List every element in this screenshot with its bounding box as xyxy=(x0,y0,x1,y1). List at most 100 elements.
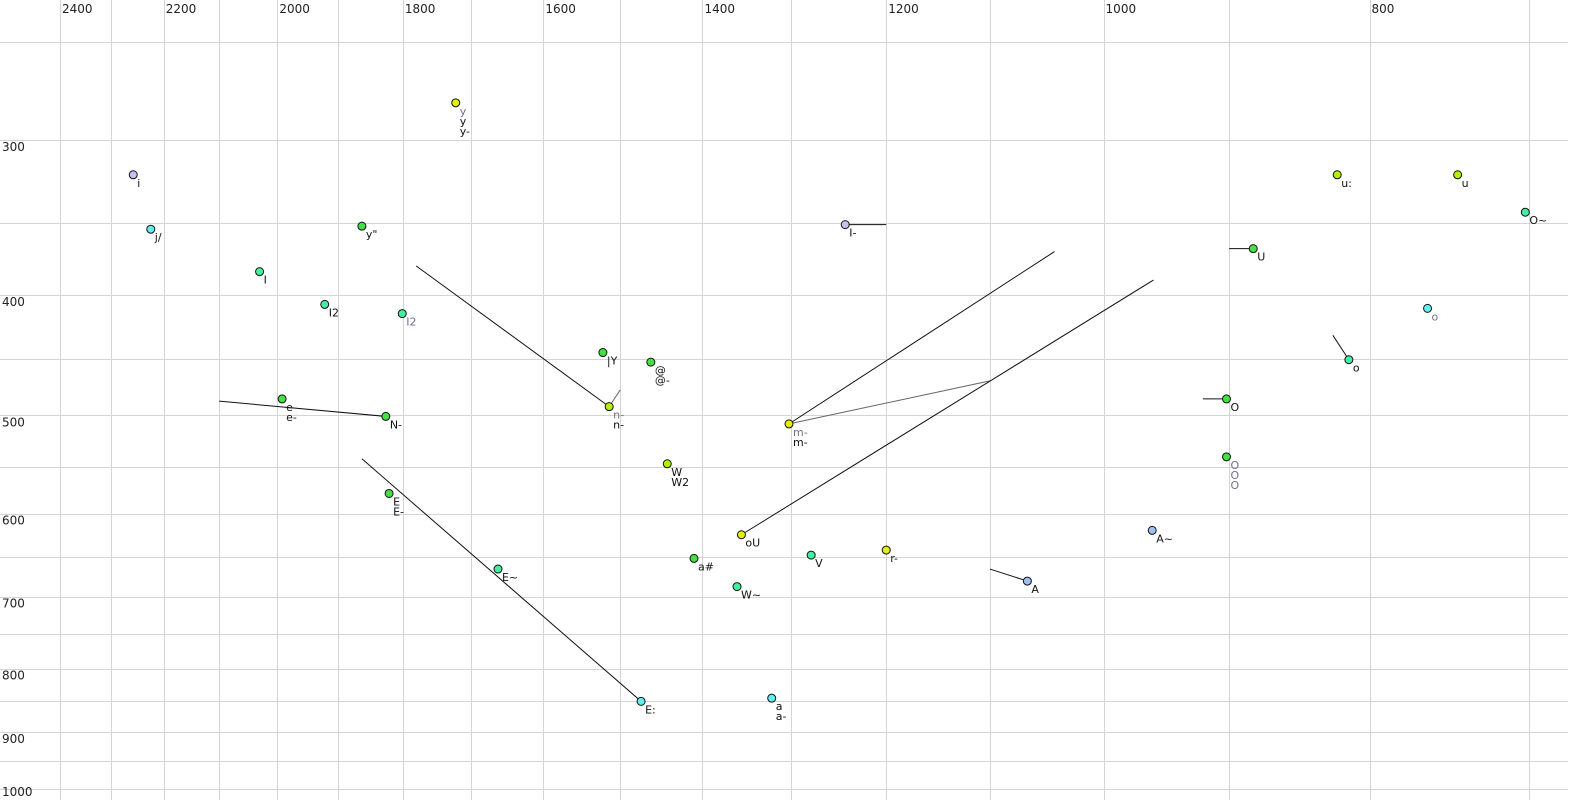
data-point xyxy=(1222,394,1232,404)
data-point xyxy=(1022,576,1032,586)
trajectory-line xyxy=(1332,335,1350,361)
data-point xyxy=(604,402,614,412)
x-tick-label: 1200 xyxy=(888,2,919,16)
y-tick-label: 300 xyxy=(2,140,25,154)
trajectories xyxy=(219,224,1350,702)
x-tick-label: 2400 xyxy=(62,2,93,16)
point-label: y xyxy=(460,105,467,118)
x-tick-label: 1400 xyxy=(704,2,735,16)
point-label: |Y xyxy=(607,355,618,368)
y-tick-label: 500 xyxy=(2,415,25,429)
point-label: O xyxy=(1231,401,1240,414)
tick-labels: 2400 2200 2000 1800 1600 1400 1200 1000 800 300 40… xyxy=(2,2,1394,799)
trajectory-line xyxy=(741,279,1154,536)
point-label: E- xyxy=(393,505,404,518)
x-tick-label: 800 xyxy=(1372,2,1395,16)
point-label: A xyxy=(1031,583,1039,596)
point-label: j/ xyxy=(154,231,162,244)
data-point xyxy=(598,348,608,358)
data-point xyxy=(767,693,777,703)
y-tick-label: 900 xyxy=(2,732,25,746)
point-label: E: xyxy=(645,703,656,716)
data-point xyxy=(1248,244,1258,254)
trajectory-line xyxy=(989,568,1028,582)
x-tick-label: 2000 xyxy=(279,2,310,16)
data-point xyxy=(277,394,287,404)
x-tick-label: 2200 xyxy=(166,2,197,16)
data-point xyxy=(646,357,656,367)
point-label: m- xyxy=(793,426,808,439)
y-tick-label: 1000 xyxy=(2,785,33,799)
point-label: O xyxy=(1231,469,1240,482)
point-label: O~ xyxy=(1529,214,1547,227)
point-label: e xyxy=(286,401,293,414)
point-label: A~ xyxy=(1156,532,1173,545)
data-point xyxy=(384,488,394,498)
point-label: I xyxy=(264,274,267,287)
data-point xyxy=(806,550,816,560)
data-point xyxy=(397,309,407,319)
data-point xyxy=(1222,452,1232,462)
data-point xyxy=(381,411,391,421)
data-point xyxy=(736,530,746,540)
point-label: W xyxy=(671,466,682,479)
x-tick-label: 1600 xyxy=(545,2,576,16)
trajectory-line xyxy=(361,458,642,702)
point-label: E xyxy=(393,495,400,508)
point-label: n- xyxy=(613,419,624,432)
point-label: V xyxy=(815,557,823,570)
data-point xyxy=(662,459,672,469)
data-point xyxy=(1344,355,1354,365)
point-label: @- xyxy=(655,374,670,387)
data-point xyxy=(1332,170,1342,180)
point-label: a- xyxy=(776,710,787,723)
point-label: a# xyxy=(698,560,714,573)
data-point xyxy=(1520,207,1530,217)
point-label: m- xyxy=(793,436,808,449)
data-point xyxy=(636,696,646,706)
point-label: y- xyxy=(460,125,470,138)
data-point xyxy=(881,545,891,555)
point-label: oU xyxy=(745,537,760,550)
x-tick-label: 1800 xyxy=(405,2,436,16)
data-point xyxy=(1453,170,1463,180)
point-label: @ xyxy=(655,364,666,377)
point-label: I2 xyxy=(406,316,416,329)
data-point xyxy=(840,220,850,230)
point-label: r- xyxy=(890,552,898,565)
data-point xyxy=(784,419,794,429)
point-label: I2 xyxy=(329,306,339,319)
point-label: W~ xyxy=(741,589,761,602)
point-label: o xyxy=(1432,310,1439,323)
point-label: U xyxy=(1257,251,1265,264)
data-point xyxy=(357,221,367,231)
data-point xyxy=(1147,525,1157,535)
point-label: i xyxy=(137,177,140,190)
data-point xyxy=(128,170,138,180)
data-point xyxy=(255,267,265,277)
point-label: a xyxy=(776,700,783,713)
y-tick-label: 600 xyxy=(2,514,25,528)
point-label: y" xyxy=(366,228,378,241)
point-label: W2 xyxy=(671,476,689,489)
point-label: O xyxy=(1231,459,1240,472)
point-label: u xyxy=(1462,177,1469,190)
data-point xyxy=(732,582,742,592)
trajectory-line xyxy=(788,380,991,425)
data-point xyxy=(320,299,330,309)
trajectory-line xyxy=(219,400,386,417)
trajectory-line xyxy=(415,265,610,408)
x-tick-label: 1000 xyxy=(1106,2,1137,16)
point-label: n- xyxy=(613,409,624,422)
point-label: N- xyxy=(390,418,402,431)
data-point xyxy=(689,553,699,563)
y-tick-label: 700 xyxy=(2,597,25,611)
point-label: O xyxy=(1231,479,1240,492)
point-label: e- xyxy=(286,411,297,424)
y-tick-label: 400 xyxy=(2,295,25,309)
trajectory-line xyxy=(788,251,1055,425)
data-point xyxy=(451,98,461,108)
